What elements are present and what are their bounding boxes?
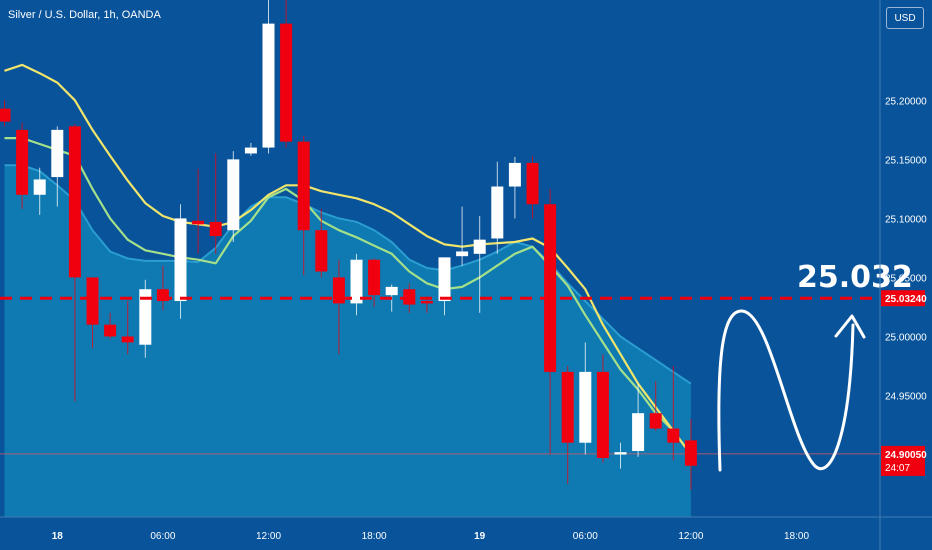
candle [209, 221, 222, 237]
candle [0, 108, 11, 122]
target-price-badge [881, 290, 925, 307]
candle [649, 413, 662, 429]
target-level-annotation: 25.032 [797, 260, 913, 295]
price-tick-label: 25.15000 [885, 155, 927, 166]
candle [632, 413, 645, 451]
forecast-arrowhead [834, 314, 866, 339]
moving-average-line-2 [4, 63, 692, 456]
candle [227, 159, 240, 231]
candle [280, 23, 293, 142]
candle [104, 324, 117, 337]
candle [315, 230, 328, 272]
candle [368, 259, 381, 296]
candle [473, 239, 486, 254]
candle [244, 147, 257, 154]
shaded-area [4, 165, 691, 518]
candle [297, 141, 310, 231]
candle [491, 186, 504, 239]
price-tick-label: 25.10000 [885, 214, 927, 225]
current-price-label: 24.90050 [885, 450, 927, 461]
price-tick-label: 25.00000 [885, 332, 927, 343]
candle [156, 289, 169, 302]
time-tick-label: 06:00 [150, 531, 175, 542]
chart-title: Silver / U.S. Dollar, 1h, OANDA [8, 9, 161, 21]
candle [561, 371, 574, 443]
candle [667, 428, 680, 443]
current-price-badge [881, 445, 925, 476]
candle [456, 251, 469, 257]
candle [121, 336, 134, 343]
price-tick-label: 25.20000 [885, 96, 927, 107]
candle [51, 129, 64, 178]
target-price-label: 25.03240 [885, 294, 927, 305]
currency-button[interactable]: USD [886, 7, 924, 29]
candle [508, 162, 521, 187]
time-tick-label: 06:00 [573, 531, 598, 542]
candle [262, 23, 275, 148]
candle [544, 204, 557, 372]
candle [385, 286, 398, 296]
bar-countdown-label: 24:07 [885, 463, 910, 474]
candle [350, 259, 363, 304]
price-tick-label: 25.05000 [885, 273, 927, 284]
candle [33, 179, 46, 195]
area-edge-line [4, 164, 692, 385]
candle [16, 129, 29, 195]
time-tick-label: 18 [52, 531, 64, 542]
moving-average-line-1 [4, 137, 692, 456]
time-tick-label: 12:00 [678, 531, 703, 542]
candle [192, 220, 205, 225]
time-tick-label: 12:00 [256, 531, 281, 542]
forecast-arrow [717, 309, 855, 472]
time-tick-label: 18:00 [784, 531, 809, 542]
price-tick-label: 24.95000 [885, 391, 927, 402]
candle [526, 162, 539, 205]
time-tick-label: 18:00 [362, 531, 387, 542]
candle [579, 371, 592, 443]
candle [614, 452, 627, 455]
candle [139, 289, 152, 345]
candle [86, 277, 99, 325]
candle [68, 126, 81, 278]
candle [596, 371, 609, 459]
candle [684, 440, 697, 466]
candle [438, 257, 451, 302]
candle [174, 218, 187, 302]
time-tick-label: 19 [474, 531, 486, 542]
candle [420, 301, 433, 304]
